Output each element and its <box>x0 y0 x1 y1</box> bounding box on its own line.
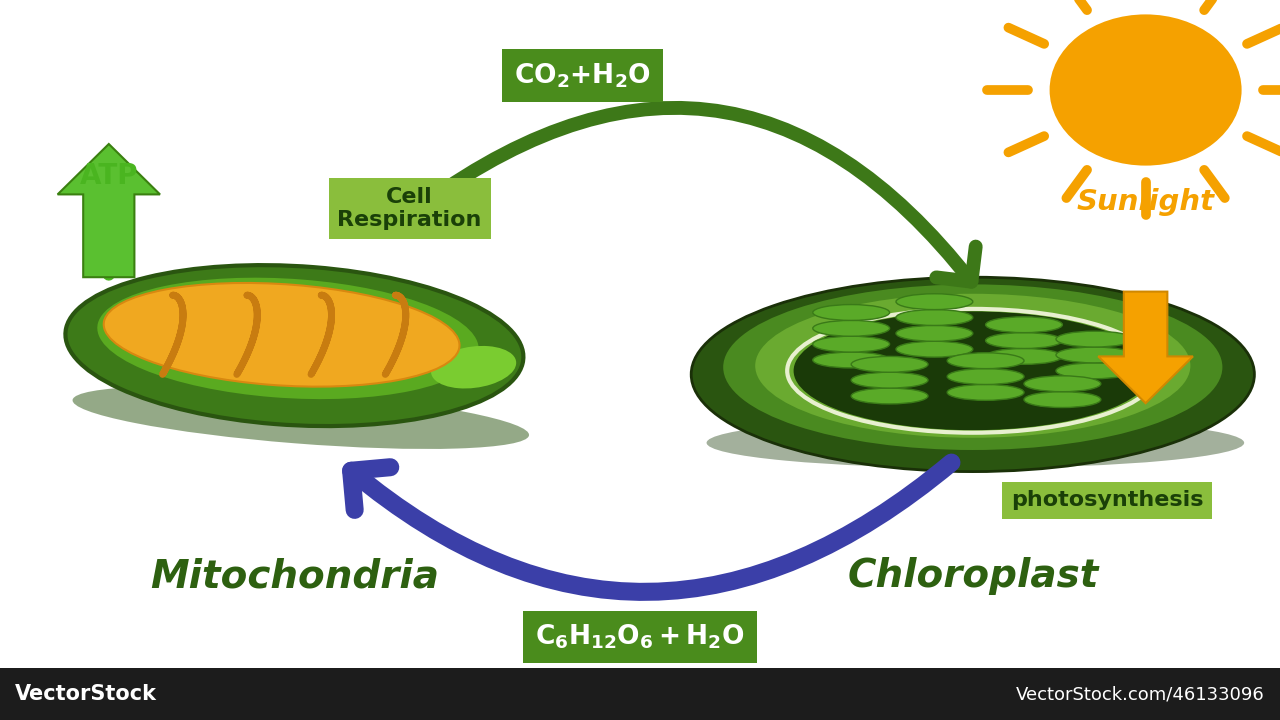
Ellipse shape <box>851 388 928 404</box>
Ellipse shape <box>1024 376 1101 392</box>
FancyArrowPatch shape <box>406 108 975 282</box>
Polygon shape <box>58 144 160 277</box>
Ellipse shape <box>813 352 890 368</box>
Ellipse shape <box>813 320 890 336</box>
Ellipse shape <box>691 277 1254 472</box>
Ellipse shape <box>947 353 1024 369</box>
Ellipse shape <box>707 418 1244 468</box>
Ellipse shape <box>65 265 524 426</box>
Ellipse shape <box>851 356 928 372</box>
Text: VectorStock: VectorStock <box>15 684 157 704</box>
Ellipse shape <box>1024 392 1101 408</box>
Text: Sunlight: Sunlight <box>1076 188 1215 215</box>
Text: Chloroplast: Chloroplast <box>847 557 1098 595</box>
Text: photosynthesis: photosynthesis <box>1011 490 1203 510</box>
Text: $\mathbf{C_6H_{12}O_6 + H_2O}$: $\mathbf{C_6H_{12}O_6 + H_2O}$ <box>535 623 745 652</box>
Text: $\mathbf{CO_2{+}H_2O}$: $\mathbf{CO_2{+}H_2O}$ <box>515 61 650 90</box>
Ellipse shape <box>947 384 1024 400</box>
Ellipse shape <box>794 311 1152 431</box>
Text: VectorStock.com/46133096: VectorStock.com/46133096 <box>1016 685 1265 703</box>
FancyArrowPatch shape <box>351 462 951 592</box>
Text: ATP: ATP <box>79 163 138 190</box>
Ellipse shape <box>896 325 973 341</box>
Ellipse shape <box>896 341 973 357</box>
Ellipse shape <box>813 305 890 320</box>
Ellipse shape <box>1056 347 1133 363</box>
Ellipse shape <box>986 333 1062 348</box>
Text: Cell
Respiration: Cell Respiration <box>338 187 481 230</box>
Ellipse shape <box>1050 14 1242 166</box>
Bar <box>0 668 1280 720</box>
Ellipse shape <box>813 336 890 352</box>
Ellipse shape <box>104 283 460 387</box>
Ellipse shape <box>986 348 1062 364</box>
Ellipse shape <box>431 346 516 389</box>
Ellipse shape <box>73 386 529 449</box>
Ellipse shape <box>947 369 1024 384</box>
Ellipse shape <box>986 317 1062 333</box>
Ellipse shape <box>851 372 928 388</box>
Ellipse shape <box>896 294 973 310</box>
Ellipse shape <box>755 294 1190 438</box>
Text: Mitochondria: Mitochondria <box>150 557 439 595</box>
Ellipse shape <box>896 310 973 325</box>
Ellipse shape <box>1056 363 1133 379</box>
Ellipse shape <box>97 278 479 399</box>
Ellipse shape <box>1056 331 1133 347</box>
Polygon shape <box>1098 292 1193 403</box>
Ellipse shape <box>723 284 1222 450</box>
